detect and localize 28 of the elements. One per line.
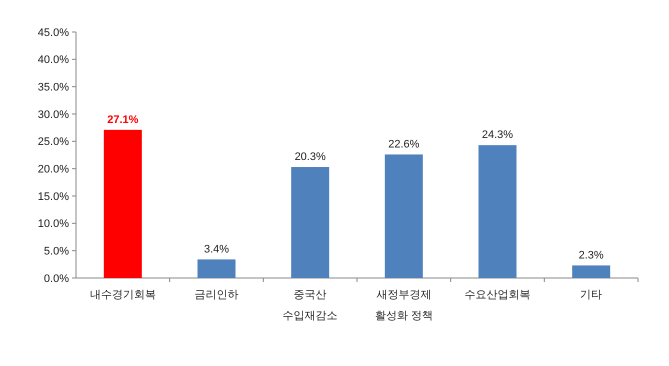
bar xyxy=(198,259,236,278)
bar xyxy=(572,265,610,278)
y-tick-label: 35.0% xyxy=(38,82,70,94)
data-label: 27.1% xyxy=(107,114,139,126)
y-tick-label: 40.0% xyxy=(38,54,70,66)
x-tick-label: 기타 xyxy=(580,289,602,301)
data-label: 3.4% xyxy=(204,243,230,256)
bar xyxy=(104,130,142,278)
data-label: 20.3% xyxy=(294,151,326,164)
bar xyxy=(291,167,330,278)
data-label: 22.6% xyxy=(388,138,420,150)
data-label: 2.3% xyxy=(578,249,604,262)
y-tick-label: 45.0% xyxy=(38,26,70,39)
y-tick-label: 25.0% xyxy=(38,136,70,148)
y-tick-label: 5.0% xyxy=(44,246,70,258)
x-tick-label: 금리인하 xyxy=(194,289,238,301)
bar xyxy=(384,154,423,278)
y-tick-label: 15.0% xyxy=(38,190,70,203)
y-tick-label: 30.0% xyxy=(38,108,70,121)
x-tick-label: 수요산업회복 xyxy=(464,289,530,301)
y-tick-label: 20.0% xyxy=(38,164,70,176)
data-label: 24.3% xyxy=(482,129,514,142)
y-tick-label: 10.0% xyxy=(38,218,70,230)
x-tick-label: 내수경기회복 xyxy=(90,289,156,301)
x-tick-label: 새정부경제 활성화 정책 xyxy=(374,289,433,322)
y-tick-label: 0.0% xyxy=(44,272,70,285)
x-tick-label: 중국산 수입재감소 xyxy=(282,289,338,322)
bar xyxy=(478,145,516,278)
